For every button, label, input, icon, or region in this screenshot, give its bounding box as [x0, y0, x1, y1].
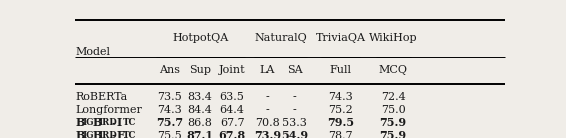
- Text: SA: SA: [286, 65, 302, 75]
- Text: B: B: [93, 117, 102, 128]
- Text: 64.4: 64.4: [220, 105, 245, 115]
- Text: -: -: [265, 92, 269, 102]
- Text: 75.7: 75.7: [156, 117, 183, 128]
- Text: IRD: IRD: [99, 131, 118, 138]
- Text: TC: TC: [122, 131, 136, 138]
- Text: 75.0: 75.0: [381, 105, 405, 115]
- Text: B: B: [93, 130, 102, 138]
- Text: 84.4: 84.4: [188, 105, 213, 115]
- Text: 74.3: 74.3: [328, 92, 353, 102]
- Text: 53.3: 53.3: [282, 118, 307, 128]
- Text: -: -: [112, 118, 115, 127]
- Text: 87.1: 87.1: [187, 130, 213, 138]
- Text: 54.9: 54.9: [281, 130, 308, 138]
- Text: Joint: Joint: [219, 65, 246, 75]
- Text: -: -: [112, 131, 115, 138]
- Text: 73.5: 73.5: [157, 92, 182, 102]
- Text: 75.9: 75.9: [380, 130, 407, 138]
- Text: 75.9: 75.9: [380, 117, 407, 128]
- Text: IRD: IRD: [99, 118, 118, 127]
- Text: Model: Model: [75, 47, 110, 57]
- Text: NaturalQ: NaturalQ: [255, 33, 307, 43]
- Text: TriviaQA: TriviaQA: [315, 33, 366, 43]
- Text: LA: LA: [260, 65, 275, 75]
- Text: 72.4: 72.4: [381, 92, 405, 102]
- Text: TC: TC: [122, 118, 136, 127]
- Text: 67.8: 67.8: [218, 130, 246, 138]
- Text: 74.3: 74.3: [157, 105, 182, 115]
- Text: B: B: [75, 130, 84, 138]
- Text: 63.5: 63.5: [220, 92, 245, 102]
- Text: -: -: [293, 92, 297, 102]
- Text: HotpotQA: HotpotQA: [172, 33, 228, 43]
- Text: -: -: [265, 105, 269, 115]
- Text: I: I: [117, 117, 122, 128]
- Text: Sup: Sup: [189, 65, 211, 75]
- Text: 78.7: 78.7: [328, 131, 353, 138]
- Text: 75.2: 75.2: [328, 105, 353, 115]
- Text: 79.5: 79.5: [327, 117, 354, 128]
- Text: WikiHop: WikiHop: [369, 33, 418, 43]
- Text: B: B: [75, 117, 84, 128]
- Text: 73.9: 73.9: [254, 130, 281, 138]
- Text: IG: IG: [82, 131, 93, 138]
- Text: Full: Full: [329, 65, 351, 75]
- Text: 86.8: 86.8: [188, 118, 213, 128]
- Text: IG: IG: [82, 118, 93, 127]
- Text: 70.8: 70.8: [255, 118, 280, 128]
- Text: 83.4: 83.4: [188, 92, 213, 102]
- Text: E: E: [117, 130, 125, 138]
- Text: 67.7: 67.7: [220, 118, 245, 128]
- Text: 75.5: 75.5: [157, 131, 182, 138]
- Text: MCQ: MCQ: [379, 65, 408, 75]
- Text: RoBERTa: RoBERTa: [75, 92, 127, 102]
- Text: Ans: Ans: [159, 65, 180, 75]
- Text: -: -: [293, 105, 297, 115]
- Text: Longformer: Longformer: [75, 105, 142, 115]
